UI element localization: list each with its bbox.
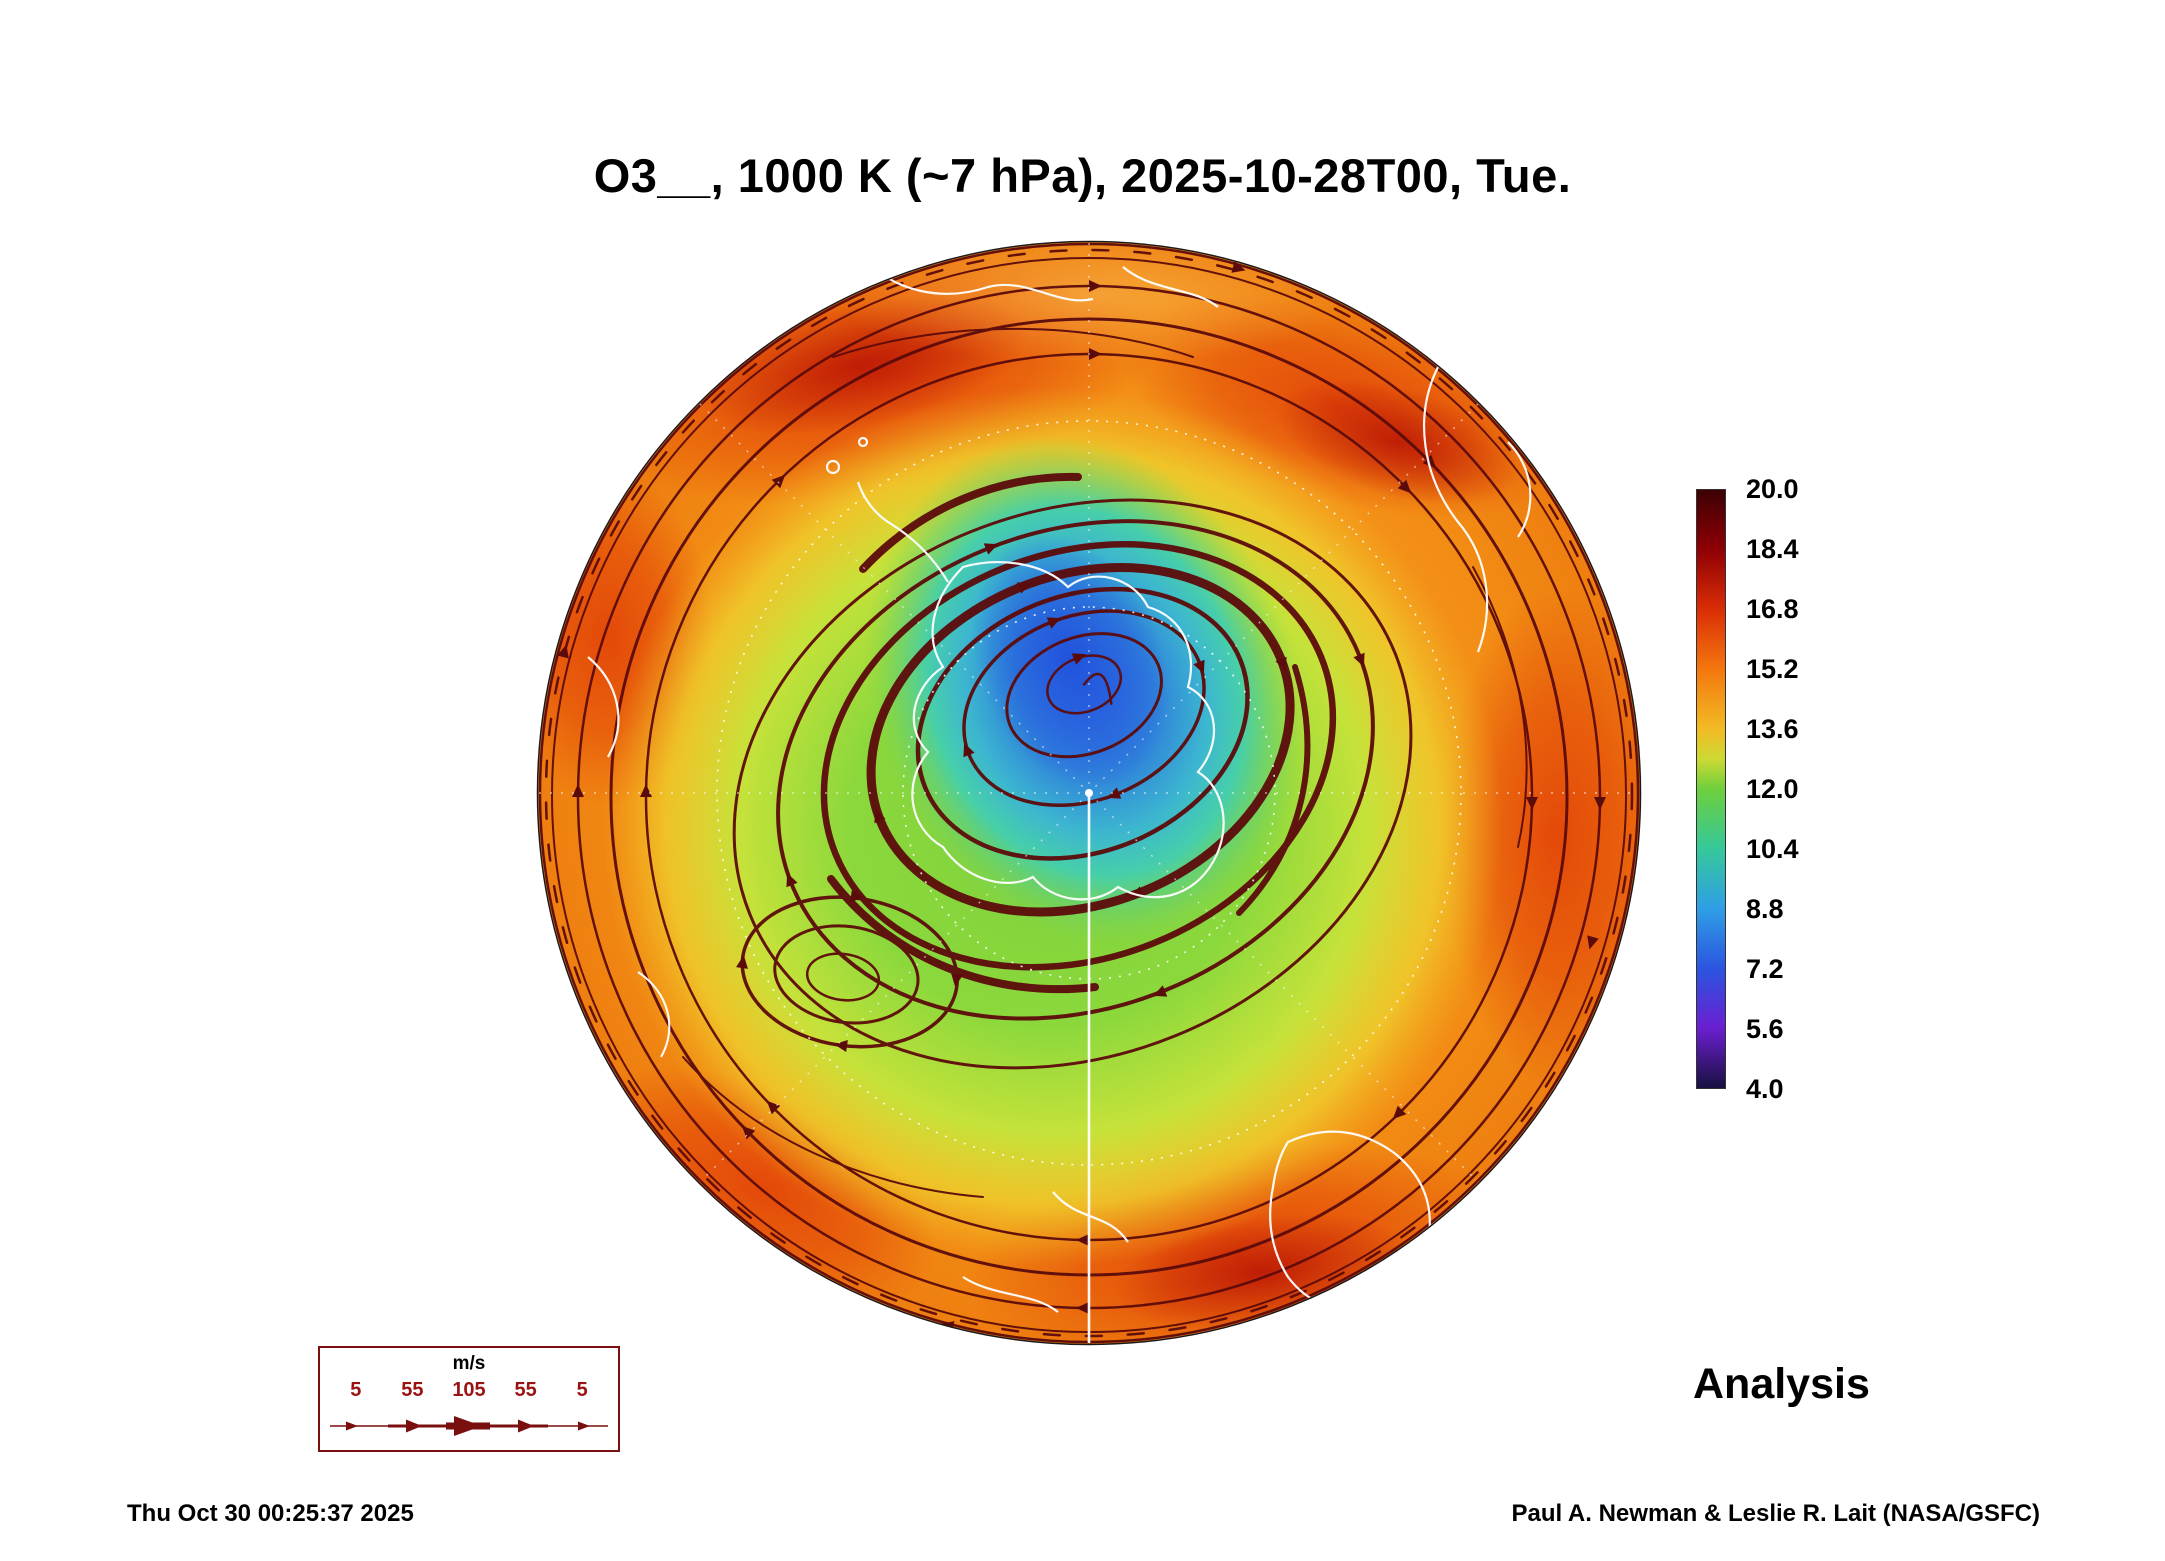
colorbar-tick: 12.0 xyxy=(1746,774,1799,804)
colorbar-tick: 4.0 xyxy=(1746,1074,1784,1104)
credit: Paul A. Newman & Leslie R. Lait (NASA/GS… xyxy=(1511,1500,2040,1527)
timestamp: Thu Oct 30 00:25:37 2025 xyxy=(127,1500,414,1527)
strong-wind-band xyxy=(859,472,1082,573)
strong-wind-band xyxy=(1236,664,1311,916)
wind-speed-value: 105 xyxy=(452,1379,486,1401)
colorbar-tick: 18.4 xyxy=(1746,534,1799,564)
graticule xyxy=(539,243,1639,1343)
coast-bottom-right-island xyxy=(1437,1276,1454,1316)
wind-speed-value: 5 xyxy=(350,1379,362,1401)
coast-top-2 xyxy=(1122,266,1219,308)
strong-wind-band xyxy=(827,875,1099,994)
plot-title: O3__, 1000 K (~7 hPa), 2025-10-28T00, Tu… xyxy=(593,149,1572,202)
antarctica-coastline xyxy=(911,561,1225,901)
colorbar-tick: 16.8 xyxy=(1746,594,1799,624)
colorbar-tick: 7.2 xyxy=(1746,954,1784,984)
antarctic-peninsula xyxy=(856,481,949,583)
wind-speed-value: 55 xyxy=(401,1379,424,1401)
colorbar-tick: 13.6 xyxy=(1746,714,1799,744)
colorbar-tick: 20.0 xyxy=(1746,474,1799,504)
wind-speed-value: 5 xyxy=(576,1379,588,1401)
analysis-label: Analysis xyxy=(1693,1360,1870,1408)
polar-map xyxy=(536,240,1642,1346)
wind-speed-legend: m/s 5 55 105 55 5 xyxy=(318,1346,620,1452)
colorbar-tick: 10.4 xyxy=(1746,834,1799,864)
colorbar xyxy=(1696,489,1726,1089)
coast-left-2 xyxy=(637,971,671,1058)
pole-marker xyxy=(1085,789,1093,797)
colorbar-tick: 5.6 xyxy=(1746,1014,1784,1044)
wind-arrow-scale xyxy=(330,1416,608,1436)
coastlines xyxy=(587,256,1532,1316)
coast-left xyxy=(587,656,620,758)
coast-right-2 xyxy=(1507,441,1532,538)
colorbar-tick: 8.8 xyxy=(1746,894,1784,924)
coast-bottom-2 xyxy=(962,1276,1059,1313)
wind-scale-arrowheads xyxy=(346,1416,590,1436)
map-outline xyxy=(536,240,1642,1346)
wind-speed-value: 55 xyxy=(514,1379,537,1401)
wind-unit-label: m/s xyxy=(452,1353,486,1374)
coast-bottom xyxy=(1052,1191,1129,1243)
colorbar-tick: 15.2 xyxy=(1746,654,1799,684)
coast-top xyxy=(862,256,1094,302)
coast-right xyxy=(1423,366,1489,653)
colorbar-labels: 20.0 18.4 16.8 15.2 13.6 12.0 10.4 8.8 7… xyxy=(1746,474,1846,1104)
map-disc xyxy=(538,242,1640,1344)
